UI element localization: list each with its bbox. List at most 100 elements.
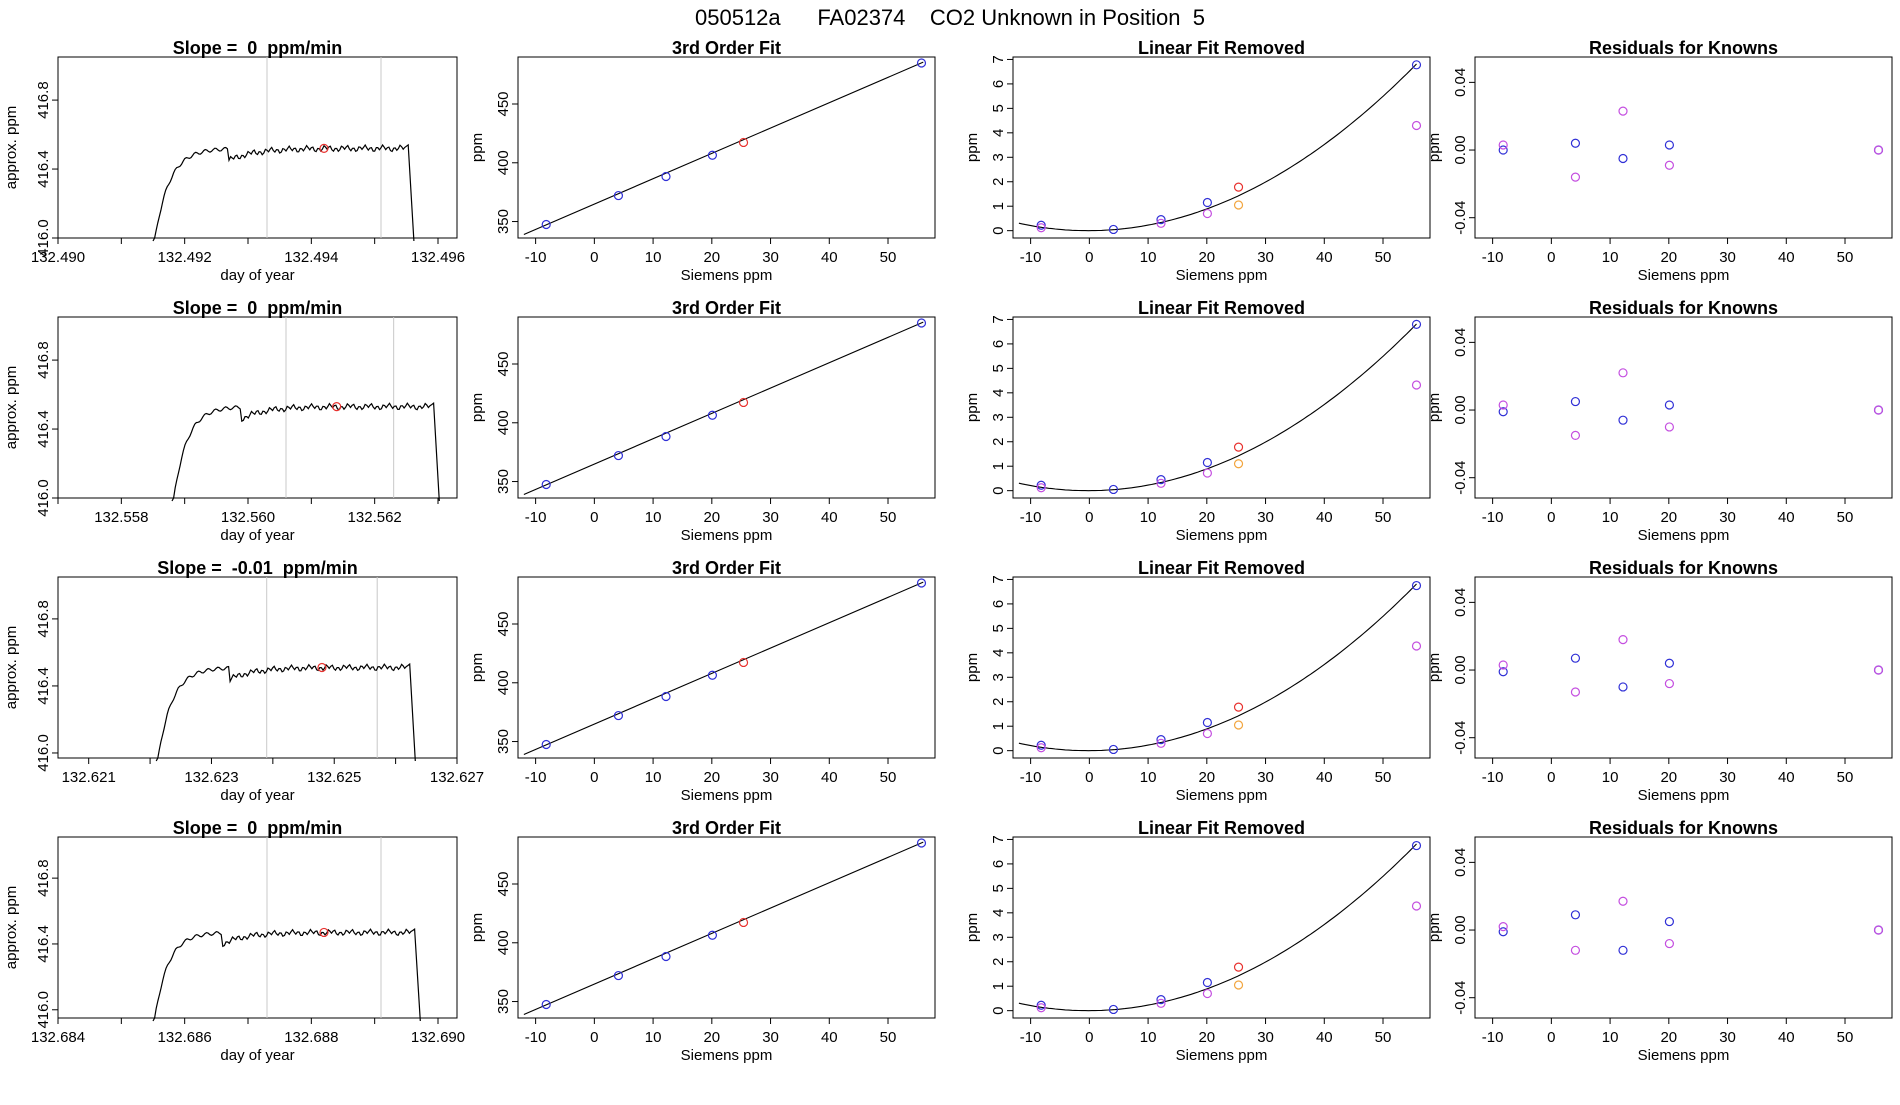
x-tick-label: 50 xyxy=(880,1029,897,1046)
data-point xyxy=(1411,120,1422,131)
y-tick-label: 3 xyxy=(990,413,1007,421)
data-point xyxy=(1036,483,1046,493)
x-tick-label: 40 xyxy=(1778,249,1795,266)
data-point xyxy=(1202,457,1213,468)
plot-title: 3rd Order Fit xyxy=(672,818,781,838)
x-tick-label: 10 xyxy=(1602,249,1619,266)
x-tick-label: 0 xyxy=(590,769,598,786)
y-tick-label: 7 xyxy=(990,575,1007,583)
data-point xyxy=(1202,988,1213,999)
data-point xyxy=(1156,735,1166,745)
plot-frame xyxy=(517,836,936,1019)
y-tick-label: -0.04 xyxy=(1452,201,1469,235)
residual-curve xyxy=(1018,843,1417,1012)
x-tick-label: 0 xyxy=(590,249,598,266)
y-tick-label: 5 xyxy=(990,364,1007,372)
data-point xyxy=(707,670,718,680)
y-tick-label: 400 xyxy=(495,670,512,695)
x-tick-label: 10 xyxy=(1140,1029,1157,1046)
x-tick-label: 40 xyxy=(821,1029,838,1046)
x-tick-label: 20 xyxy=(1198,1029,1215,1046)
y-tick-label: 1 xyxy=(990,462,1007,470)
plot-frame xyxy=(1012,836,1431,1019)
y-axis-label: ppm xyxy=(1426,393,1443,422)
data-point xyxy=(1498,407,1508,417)
data-point xyxy=(1233,980,1244,990)
x-tick-label: 40 xyxy=(821,769,838,786)
x-tick-label: 132.690 xyxy=(411,1029,465,1046)
plot-title: 3rd Order Fit xyxy=(672,558,781,578)
y-tick-label: 400 xyxy=(495,410,512,435)
data-point xyxy=(1202,717,1213,728)
x-tick-label: 30 xyxy=(1719,1029,1736,1046)
y-axis-label: approx. ppm xyxy=(3,366,20,449)
x-tick-label: 132.684 xyxy=(31,1029,85,1046)
x-tick-label: 0 xyxy=(590,509,598,526)
x-tick-label: -10 xyxy=(525,249,547,266)
data-point xyxy=(1498,922,1508,932)
x-tick-label: 40 xyxy=(1316,769,1333,786)
x-tick-label: 0 xyxy=(1547,769,1555,786)
y-axis-label: ppm xyxy=(964,913,981,942)
y-tick-label: 1 xyxy=(990,982,1007,990)
data-point xyxy=(1570,138,1581,148)
y-tick-label: 2 xyxy=(990,178,1007,186)
data-point xyxy=(1156,738,1166,748)
data-point xyxy=(1233,962,1244,972)
x-axis-label: Siemens ppm xyxy=(681,527,773,544)
y-axis-label: ppm xyxy=(469,913,486,942)
data-point xyxy=(1202,728,1213,739)
y-tick-label: 6 xyxy=(990,340,1007,348)
y-tick-label: 416.4 xyxy=(35,667,52,705)
data-point xyxy=(1570,910,1581,920)
data-point xyxy=(1618,368,1628,378)
x-tick-label: 132.492 xyxy=(158,249,212,266)
x-axis-label: Siemens ppm xyxy=(681,1047,773,1064)
data-point xyxy=(738,917,749,928)
y-tick-label: 0 xyxy=(990,746,1007,754)
data-point xyxy=(1233,720,1244,730)
x-tick-label: 50 xyxy=(1837,249,1854,266)
x-tick-label: 20 xyxy=(1198,769,1215,786)
plot-title: Residuals for Knowns xyxy=(1589,818,1778,838)
y-tick-label: 416.0 xyxy=(35,734,52,772)
x-axis-label: day of year xyxy=(220,267,294,284)
data-point xyxy=(1233,182,1244,192)
data-point xyxy=(661,431,671,442)
plot-title: Slope = 0 ppm/min xyxy=(173,38,343,58)
x-tick-label: 10 xyxy=(1140,769,1157,786)
x-axis-label: Siemens ppm xyxy=(1176,787,1268,804)
y-tick-label: 4 xyxy=(990,389,1007,397)
data-point xyxy=(1156,218,1166,228)
data-point xyxy=(1411,840,1422,851)
data-point xyxy=(1618,153,1628,164)
data-point xyxy=(1108,224,1119,235)
plot-title: Residuals for Knowns xyxy=(1589,558,1778,578)
data-point xyxy=(1036,1003,1046,1013)
x-tick-label: 132.494 xyxy=(284,249,338,266)
data-point xyxy=(916,578,927,588)
x-axis-label: Siemens ppm xyxy=(1638,787,1730,804)
x-tick-label: 20 xyxy=(1660,509,1677,526)
y-tick-label: 0 xyxy=(990,1006,1007,1014)
x-tick-label: 30 xyxy=(1719,769,1736,786)
y-tick-label: 5 xyxy=(990,884,1007,892)
x-tick-label: 20 xyxy=(1660,769,1677,786)
data-point xyxy=(1873,145,1884,155)
fit-line xyxy=(523,321,924,495)
x-tick-label: 20 xyxy=(703,769,720,786)
x-tick-label: 20 xyxy=(1660,1029,1677,1046)
x-tick-label: 30 xyxy=(762,509,779,526)
y-axis-label: ppm xyxy=(1426,913,1443,942)
plot-title: Residuals for Knowns xyxy=(1589,298,1778,318)
y-tick-label: 0.00 xyxy=(1452,915,1469,944)
data-point xyxy=(613,450,624,461)
y-tick-label: 6 xyxy=(990,80,1007,88)
y-tick-label: 0.00 xyxy=(1452,135,1469,164)
y-axis-label: approx. ppm xyxy=(3,626,20,709)
y-tick-label: 0 xyxy=(990,226,1007,234)
unknown-marker xyxy=(319,927,329,938)
y-tick-label: 2 xyxy=(990,958,1007,966)
x-tick-label: 20 xyxy=(703,249,720,266)
